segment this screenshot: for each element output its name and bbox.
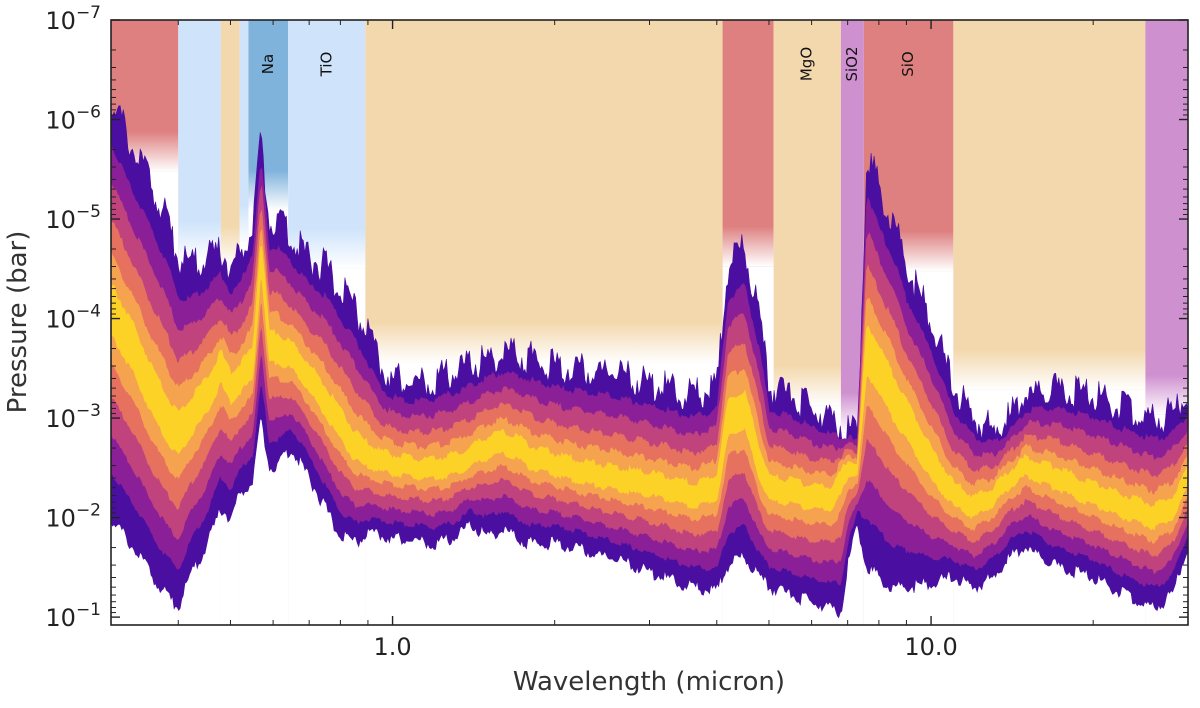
- x-axis-ticks: 1.0 10.0: [110, 20, 1189, 661]
- x-tick-label-1: 10.0: [904, 633, 957, 661]
- y-tick-label-4: 10−3: [45, 401, 101, 433]
- y-tick-label-3: 10−4: [45, 302, 101, 334]
- y-tick-label-6: 10−1: [45, 600, 101, 632]
- band-label-na: Na: [259, 54, 277, 74]
- x-axis-title: Wavelength (micron): [513, 667, 785, 697]
- y-tick-label-5: 10−2: [45, 501, 101, 533]
- y-tick-label-2: 10−5: [45, 202, 101, 234]
- contribution-layer-5: [111, 245, 1188, 531]
- band-label-tio: TiO: [317, 52, 335, 78]
- y-axis-ticks: 10−7 10−6 10−5 10−4 10−3 10−2 10−1: [45, 3, 1188, 632]
- band-fade-7: [722, 226, 774, 267]
- band-fade-2: [220, 226, 240, 267]
- band-label-mgo: MgO: [798, 47, 816, 81]
- y-tick-label-1: 10−6: [45, 103, 101, 135]
- band-label-sio: SiO: [899, 51, 917, 77]
- band-fade-11: [953, 349, 1146, 390]
- y-tick-label-0: 10−7: [45, 3, 101, 35]
- band-fade-3: [239, 205, 249, 246]
- plot-area: [111, 20, 1188, 625]
- contribution-envelope: [111, 105, 1188, 619]
- band-fade-6: [365, 322, 723, 363]
- band-label-sio2: SiO2: [843, 46, 861, 81]
- y-axis-title: Pressure (bar): [3, 231, 33, 414]
- x-tick-label-0: 1.0: [373, 633, 411, 661]
- band-labels: Na TiO MgO SiO2 SiO: [259, 46, 917, 81]
